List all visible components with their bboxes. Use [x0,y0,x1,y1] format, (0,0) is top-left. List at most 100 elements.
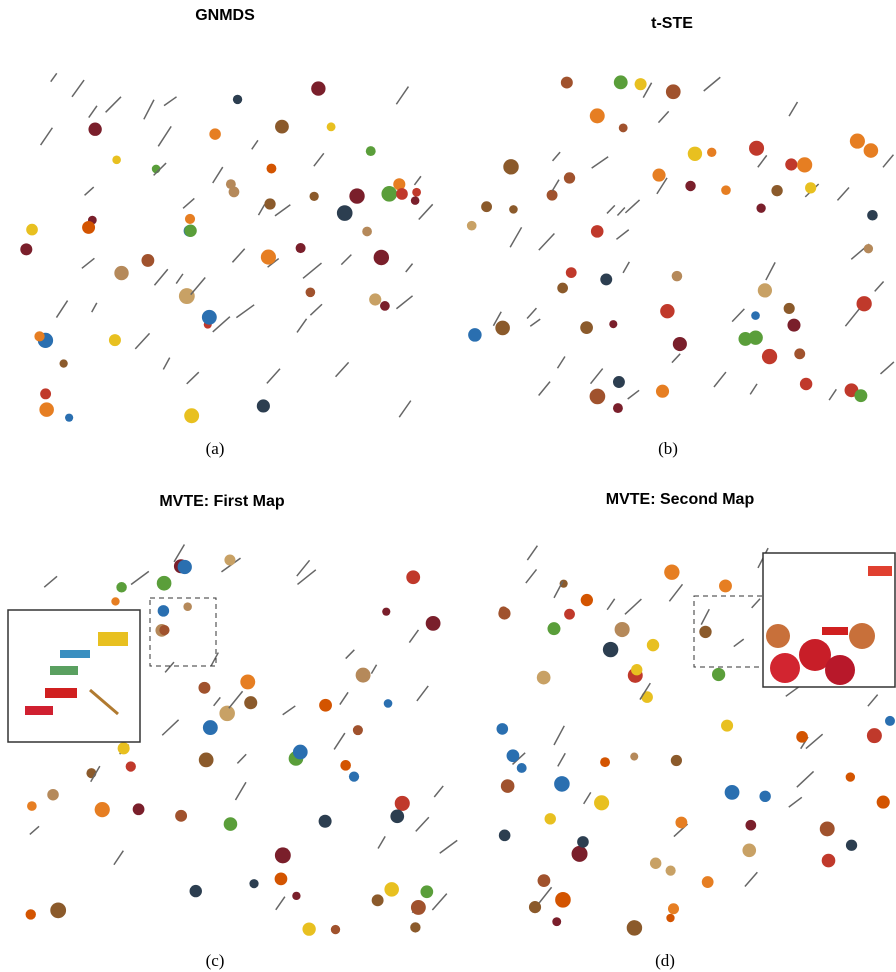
tool-item [398,400,412,418]
tool-item [84,186,95,196]
panel-title: GNMDS [195,7,255,24]
tool-item [29,825,40,836]
object-item [805,182,817,194]
object-item [274,847,291,864]
tool-item [190,277,206,296]
tool-item [43,575,58,588]
tool-item [282,705,296,716]
object-item [721,185,731,196]
object-item [665,84,681,100]
object-item [94,802,110,818]
tool-item [657,110,670,124]
object-item [547,622,561,636]
object-item [412,187,421,197]
tool-item [529,318,541,327]
object-item [580,321,593,334]
object-item [609,320,618,329]
object-item [724,784,740,800]
object-item [509,205,518,214]
tool-item [313,152,325,167]
object-item [111,597,120,606]
object-item [232,94,243,105]
object-item [311,81,326,96]
object-item [410,899,426,915]
object-item [264,198,276,210]
object-item [783,302,795,315]
object-item [349,188,365,204]
object-item [600,757,611,768]
object-item [799,377,813,391]
object-item [309,191,319,201]
tool-item [296,559,311,577]
tool-item [642,82,653,99]
tool-item [836,186,850,201]
object-item [244,696,258,710]
object-item [564,608,575,620]
object-item [159,624,170,636]
tool-item [157,125,172,147]
tool-item [50,72,58,83]
object-item [116,582,127,593]
panel-caption: (a) [206,439,225,458]
object-item [756,203,766,213]
object-item [219,705,235,722]
object-item [393,178,406,191]
object-item [672,336,687,352]
object-item [189,884,202,898]
object-item [759,790,771,803]
tool-item [153,268,169,286]
tool-item [589,368,604,385]
tool-item [788,796,803,808]
tool-item [874,280,885,292]
tool-item [656,177,668,195]
tool-item [615,229,630,240]
object-item [867,209,878,221]
object-item [577,836,589,848]
object-item [114,265,129,281]
tool-item [231,248,246,263]
object-item [198,752,214,768]
tool-item [744,871,758,887]
tool-item [302,262,322,279]
object-item [240,674,256,690]
object-item [787,318,801,332]
tool-item [796,770,815,788]
object-item [330,924,341,935]
object-item [318,814,332,828]
tool-item [274,204,291,217]
panel-caption: (d) [655,951,675,970]
object-item [563,172,576,184]
inset-items [766,566,892,685]
object-item [557,282,568,294]
tool-item [624,598,642,615]
object-item [719,579,732,593]
tool-item [416,685,429,702]
object-item [884,715,895,726]
object-item [618,123,628,133]
tool-item [173,544,186,563]
object-item [275,119,289,134]
object-item [319,698,332,712]
object-item [47,788,59,801]
object-item [631,664,643,676]
tool-item [591,156,609,169]
tool-item [751,598,761,609]
object-item [224,554,236,566]
tool-item [433,785,444,798]
tool-item [511,752,526,765]
tool-item [624,199,641,214]
object-item [797,157,813,173]
object-item [157,605,170,617]
object-item [256,399,270,413]
tool-item [606,204,616,214]
object-item [425,616,441,631]
object-item [496,723,509,735]
object-item [112,155,121,165]
object-item [355,667,371,683]
object-item [50,902,67,919]
tool-item [538,232,555,251]
tool-item [765,261,776,281]
object-item [559,579,568,588]
object-item [132,803,145,816]
